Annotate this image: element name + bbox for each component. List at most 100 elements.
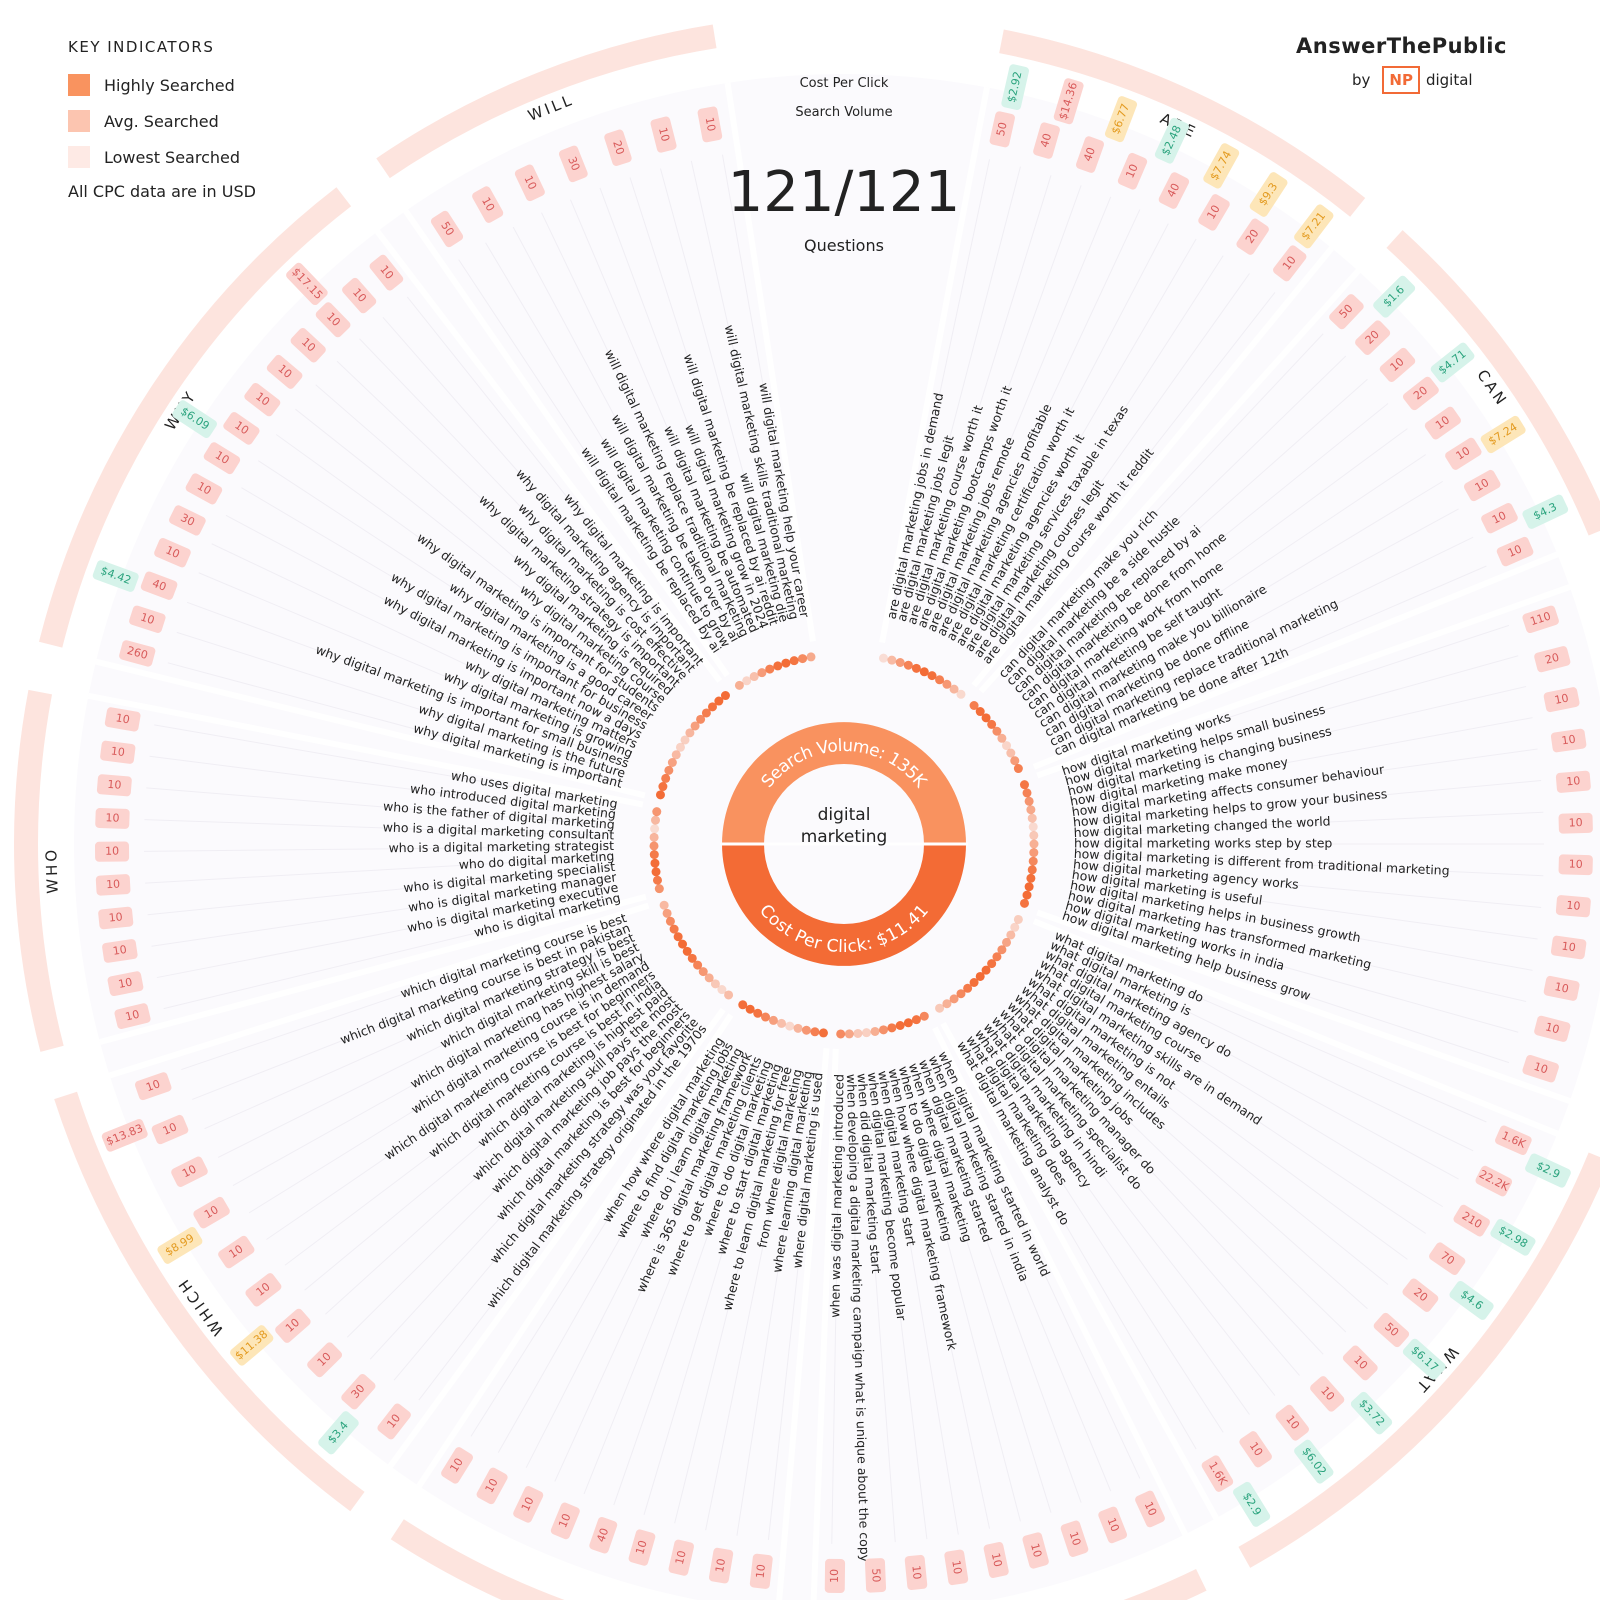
by: by <box>1352 71 1371 89</box>
spoke <box>359 338 679 672</box>
badge-bg <box>342 277 377 314</box>
badge: 10 <box>1060 1520 1089 1557</box>
badge: 70 <box>1429 1242 1466 1276</box>
question-dot <box>844 1029 854 1039</box>
badge: 10 <box>223 412 260 445</box>
question-dot <box>658 782 668 792</box>
question-dot <box>773 661 783 671</box>
section-divider <box>810 1048 839 1600</box>
badge: 50 <box>1329 294 1364 330</box>
badge: 40 <box>1158 172 1190 209</box>
badge: 10 <box>185 473 223 505</box>
spoke <box>1036 428 1408 702</box>
spoke <box>1023 1002 1368 1310</box>
badge-text: 10 <box>105 845 119 858</box>
badge-bg <box>129 605 166 633</box>
badge-bg <box>1522 494 1569 529</box>
badge-text: 40 <box>1038 132 1054 149</box>
badge-bg <box>1373 275 1416 318</box>
badge: 10 <box>154 538 191 568</box>
badge: $2.92 <box>1001 64 1029 110</box>
badge-bg <box>341 1374 376 1410</box>
spoke <box>295 408 657 696</box>
section-ring <box>1238 1152 1600 1568</box>
spoke <box>914 1073 1052 1513</box>
spoke <box>149 755 606 815</box>
badge: 30 <box>169 505 206 536</box>
question-dot <box>1022 890 1032 900</box>
badge-text: 30 <box>178 511 196 529</box>
badge: 50 <box>1373 1312 1410 1348</box>
legend-label: Lowest Searched <box>104 147 241 167</box>
cpc-header: Cost Per Click <box>799 76 889 91</box>
badge-bg <box>1496 536 1534 567</box>
badge-text: 10 <box>519 1495 537 1513</box>
badge-bg <box>95 808 130 829</box>
badge-bg <box>1033 122 1060 159</box>
question-dot <box>761 1012 771 1022</box>
badge-text: 10 <box>1569 858 1583 871</box>
badge-text: 10 <box>1544 1020 1561 1036</box>
question-dot <box>655 790 665 800</box>
question-dot <box>693 960 703 970</box>
section-divider <box>971 246 1335 688</box>
badge-bg <box>1198 194 1230 231</box>
spoke <box>266 979 647 1240</box>
question-dot <box>1013 914 1023 924</box>
question-count: 121/121 <box>727 160 961 225</box>
badge-bg <box>514 164 545 202</box>
badge: 10 <box>369 254 404 291</box>
spoke <box>167 662 613 783</box>
question-dot <box>1006 930 1016 940</box>
badge: 10 <box>290 327 326 363</box>
section-divider <box>108 902 650 1079</box>
badge-bg <box>369 254 404 291</box>
badge: 1.6K <box>1495 1125 1532 1155</box>
question-dot <box>662 908 672 918</box>
section-ring <box>39 187 352 648</box>
badge-bg <box>140 571 178 600</box>
count-label: Questions <box>804 236 884 255</box>
badge-bg <box>1310 1376 1345 1412</box>
spoke <box>144 846 605 852</box>
question-dot <box>997 733 1007 743</box>
question-dot <box>942 999 952 1009</box>
spoke <box>705 1079 798 1531</box>
spoke <box>583 1066 756 1495</box>
badge-text: 10 <box>909 1565 923 1580</box>
legend-label: Avg. Searched <box>104 111 219 131</box>
badge-text: 10 <box>483 1476 501 1495</box>
spoke <box>192 931 621 1100</box>
section-divider <box>403 209 730 678</box>
badge: 10 <box>114 1003 151 1030</box>
question-dot <box>1013 764 1023 774</box>
volume-header: Search Volume <box>795 105 893 120</box>
section-divider <box>776 1047 830 1600</box>
question-dot <box>650 824 660 834</box>
question-dot <box>678 939 688 949</box>
spoke <box>325 1004 667 1315</box>
badge: 10 <box>95 808 130 829</box>
spoke <box>904 166 1021 612</box>
badge-bg <box>668 1539 695 1576</box>
spoke <box>346 1012 675 1338</box>
badge-bg <box>1104 96 1138 143</box>
badge: 10 <box>697 106 723 143</box>
badge: 40 <box>1033 122 1060 159</box>
question-dot <box>992 952 1002 962</box>
badge: 10 <box>275 1308 311 1343</box>
badge: 10 <box>102 939 138 963</box>
section-divider <box>87 692 644 808</box>
badge-text: 10 <box>656 126 672 143</box>
badge-bg <box>1355 320 1391 355</box>
badge: 10 <box>244 382 281 417</box>
section-divider <box>95 658 646 799</box>
badge: 10 <box>315 302 351 338</box>
spoke <box>882 1080 959 1535</box>
badge-bg <box>650 116 677 153</box>
spoke <box>1082 865 1542 908</box>
question-dot <box>734 680 744 690</box>
badge-bg <box>824 1558 846 1594</box>
badge-bg <box>1236 218 1269 255</box>
